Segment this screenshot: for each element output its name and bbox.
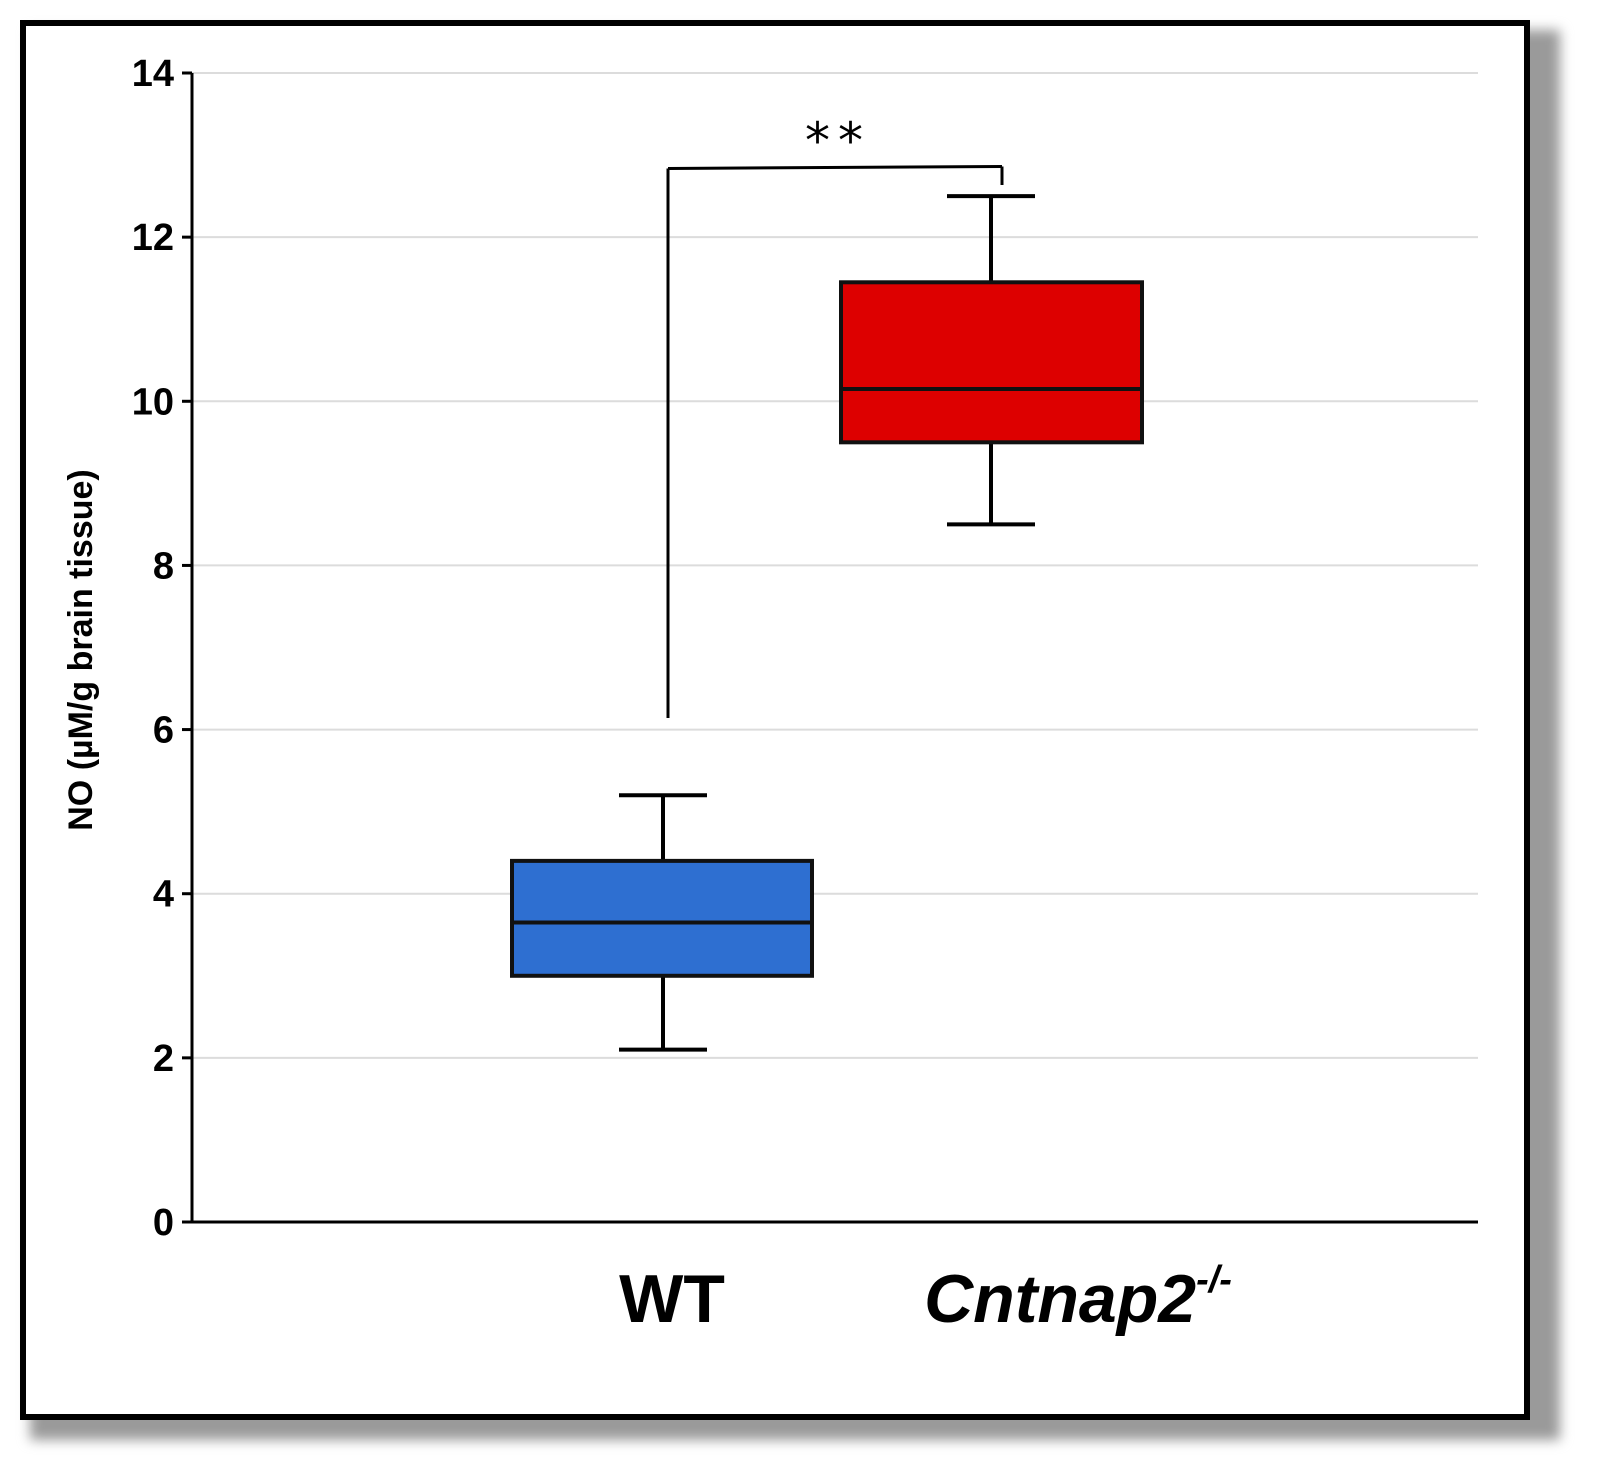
figure-frame — [20, 20, 1530, 1420]
y-tick-label-4: 4 — [153, 874, 174, 916]
y-axis-title: NO (µM/g brain tissue) — [62, 469, 100, 831]
category-label-cntnap2: Cntnap2-/- — [924, 1259, 1232, 1337]
bracket-top — [667, 164, 1003, 170]
y-tick-label-10: 10 — [132, 381, 174, 423]
significance-bracket: ** — [666, 112, 1004, 718]
y-tick-label-14: 14 — [132, 53, 174, 95]
cntnap2-box — [839, 280, 1144, 445]
category-label-wt: WT — [619, 1261, 725, 1337]
gridlines — [192, 72, 1478, 1059]
y-tick-label-0: 0 — [153, 1202, 174, 1244]
boxplots — [510, 194, 1144, 1052]
y-tick-label-12: 12 — [132, 217, 174, 259]
axes — [190, 73, 1478, 1224]
y-tick-label-2: 2 — [153, 1038, 174, 1080]
category-labels: WT Cntnap2-/- — [619, 1259, 1232, 1337]
y-tick-label-8: 8 — [153, 545, 174, 587]
significance-label: ** — [805, 112, 871, 170]
y-tick-label-6: 6 — [153, 710, 174, 752]
y-axis-ticks: 0 2 4 6 8 10 12 14 — [132, 53, 192, 1244]
wt-box — [510, 858, 814, 978]
